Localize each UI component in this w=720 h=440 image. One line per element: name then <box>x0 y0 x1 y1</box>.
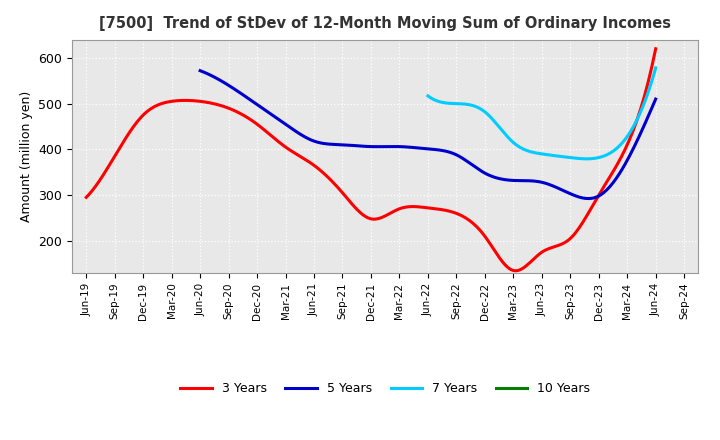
3 Years <box>564 238 572 243</box>
7 Years <box>631 121 639 126</box>
5 Years <box>197 69 206 74</box>
7 Years <box>563 154 572 160</box>
7 Years <box>424 94 433 99</box>
Title: [7500]  Trend of StDev of 12-Month Moving Sum of Ordinary Incomes: [7500] Trend of StDev of 12-Month Moving… <box>99 16 671 32</box>
Line: 3 Years: 3 Years <box>86 49 656 271</box>
5 Years <box>652 96 660 102</box>
7 Years <box>559 154 568 159</box>
3 Years <box>84 193 92 198</box>
3 Years <box>510 268 519 273</box>
7 Years <box>559 154 567 159</box>
5 Years <box>466 161 474 166</box>
3 Years <box>600 183 608 189</box>
7 Years <box>652 65 660 70</box>
5 Years <box>467 161 476 167</box>
7 Years <box>616 142 625 147</box>
3 Years <box>82 195 91 200</box>
3 Years <box>421 205 430 210</box>
7 Years <box>582 156 590 161</box>
Line: 5 Years: 5 Years <box>200 71 656 198</box>
Y-axis label: Amount (million yen): Amount (million yen) <box>19 91 32 222</box>
5 Years <box>196 68 204 73</box>
5 Years <box>474 167 483 172</box>
3 Years <box>431 206 439 211</box>
5 Years <box>611 178 619 183</box>
Legend: 3 Years, 5 Years, 7 Years, 10 Years: 3 Years, 5 Years, 7 Years, 10 Years <box>176 377 595 400</box>
Line: 7 Years: 7 Years <box>428 68 656 159</box>
5 Years <box>585 196 593 201</box>
7 Years <box>423 93 432 99</box>
5 Years <box>580 195 588 201</box>
3 Years <box>652 46 660 51</box>
3 Years <box>419 205 428 210</box>
